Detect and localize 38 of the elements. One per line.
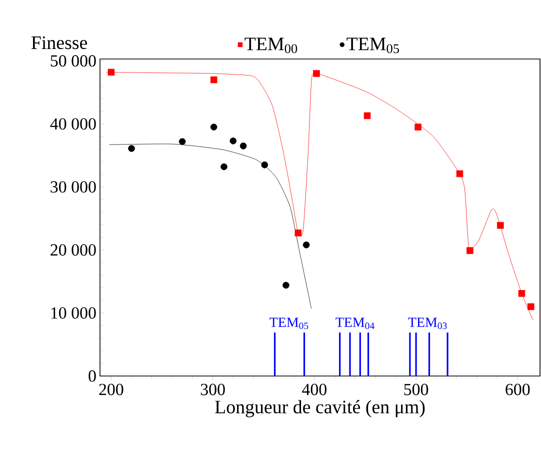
point [302, 242, 310, 248]
legend-label: TEM$_{05}$ [346, 38, 399, 54]
point [527, 303, 534, 310]
y-tick-label: 30 000 [50, 181, 96, 193]
point [220, 163, 228, 170]
annotation: TEM$_{03}$ [408, 318, 447, 330]
point [518, 290, 526, 297]
y-tick-label: 20 000 [50, 244, 96, 256]
y-tick-label: 40 000 [50, 118, 96, 130]
x-tick-label: 600 [506, 384, 530, 396]
point [128, 145, 135, 152]
point [282, 282, 290, 289]
point [496, 222, 504, 229]
annotation: TEM$_{05}$ [270, 318, 308, 330]
x-tick-label: 400 [302, 384, 326, 396]
point [240, 142, 247, 150]
point [210, 124, 218, 130]
legend-label: TEM$_{00}$ [244, 38, 298, 54]
annotation: TEM$_{04}$ [336, 318, 374, 330]
point [414, 124, 422, 130]
x-tick-label: 300 [200, 384, 225, 396]
point [294, 230, 302, 236]
point [456, 170, 464, 178]
point [178, 138, 186, 145]
point [364, 112, 371, 120]
point [466, 247, 474, 254]
point [108, 68, 115, 76]
point [313, 70, 320, 77]
x-tick-label: 500 [404, 384, 428, 396]
point [261, 161, 268, 168]
x-tick-label: 200 [99, 384, 124, 396]
point [210, 76, 218, 84]
y-tick-label: 10 000 [51, 307, 96, 319]
point [230, 138, 237, 144]
y-axis-title: Finesse [31, 36, 88, 50]
x-axis-title: Longueur de cavité (en μm) [215, 400, 425, 418]
y-tick-label: 0 [88, 370, 96, 382]
y-tick-label: 50 000 [50, 55, 96, 67]
